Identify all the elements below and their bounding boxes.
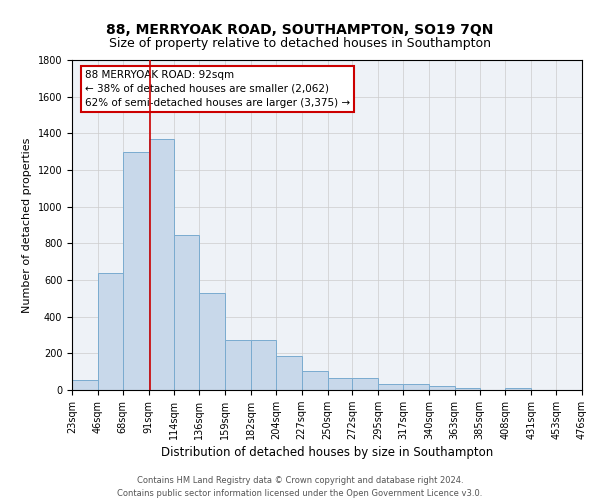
Bar <box>98 272 122 390</box>
Bar <box>328 378 352 390</box>
Bar <box>352 378 378 390</box>
Y-axis label: Number of detached properties: Number of detached properties <box>22 138 32 312</box>
Bar <box>149 139 175 390</box>
Bar <box>455 388 479 390</box>
Bar <box>199 293 225 390</box>
Bar <box>72 380 98 390</box>
Text: Contains HM Land Registry data © Crown copyright and database right 2024.
Contai: Contains HM Land Registry data © Crown c… <box>118 476 482 498</box>
Bar <box>302 371 328 390</box>
Bar <box>276 356 302 390</box>
Text: 88, MERRYOAK ROAD, SOUTHAMPTON, SO19 7QN: 88, MERRYOAK ROAD, SOUTHAMPTON, SO19 7QN <box>106 22 494 36</box>
Text: Size of property relative to detached houses in Southampton: Size of property relative to detached ho… <box>109 38 491 51</box>
Bar <box>251 340 276 390</box>
X-axis label: Distribution of detached houses by size in Southampton: Distribution of detached houses by size … <box>161 446 493 459</box>
Bar <box>429 386 455 390</box>
Bar <box>175 235 199 390</box>
Bar <box>225 340 251 390</box>
Bar <box>403 384 429 390</box>
Bar <box>122 152 149 390</box>
Bar <box>505 388 532 390</box>
Bar <box>378 384 403 390</box>
Text: 88 MERRYOAK ROAD: 92sqm
← 38% of detached houses are smaller (2,062)
62% of semi: 88 MERRYOAK ROAD: 92sqm ← 38% of detache… <box>85 70 350 108</box>
